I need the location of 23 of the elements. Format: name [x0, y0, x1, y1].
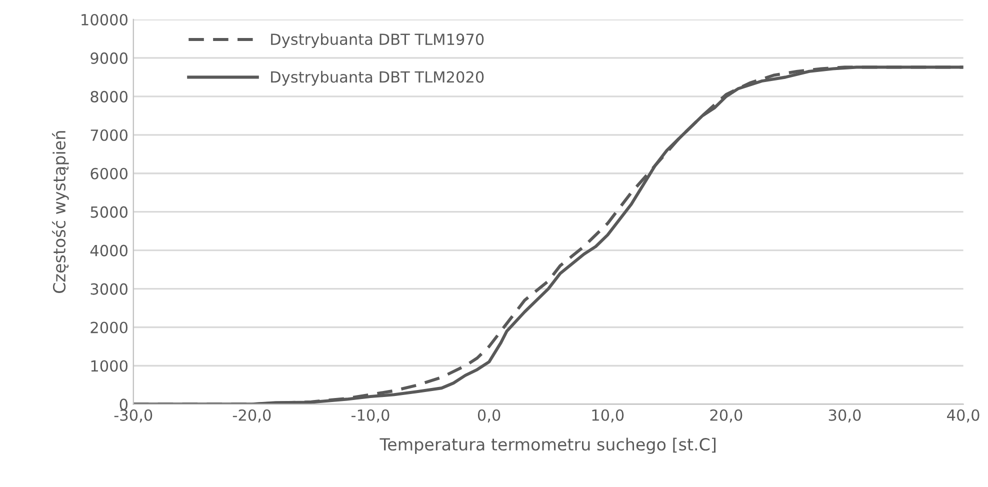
x-tick-label: -20,0 — [232, 409, 271, 422]
y-tick-label: 1000 — [91, 360, 128, 372]
x-tick-label: 40,0 — [947, 409, 980, 422]
y-tick-label: 0 — [120, 398, 128, 410]
x-tick-label: 30,0 — [828, 409, 861, 422]
x-tick-label: 20,0 — [710, 409, 742, 422]
y-tick-label: 9000 — [90, 52, 128, 64]
y-tick-label: 2000 — [90, 322, 128, 334]
legend-label: Dystrybuanta DBT TLM1970 — [271, 33, 484, 48]
x-tick-label: -10,0 — [351, 409, 390, 422]
x-tick-label: 10,0 — [592, 409, 624, 422]
x-tick-label: 0,0 — [478, 409, 500, 422]
y-tick-label: 4000 — [90, 244, 128, 256]
y-tick-label: 10000 — [82, 14, 128, 26]
x-tick-label: -30,0 — [114, 409, 152, 422]
y-tick-label: 6000 — [90, 168, 128, 180]
legend-label: Dystrybuanta DBT TLM2020 — [271, 70, 484, 86]
y-tick-label: 7000 — [90, 129, 128, 141]
y-tick-label: 8000 — [90, 90, 128, 102]
x-axis-title: Temperatura termometru suchego [st.C] — [380, 438, 716, 454]
y-tick-label: 3000 — [90, 283, 128, 295]
y-axis-title: Częstość wystąpień — [52, 131, 69, 293]
y-tick-label: 5000 — [90, 206, 128, 218]
